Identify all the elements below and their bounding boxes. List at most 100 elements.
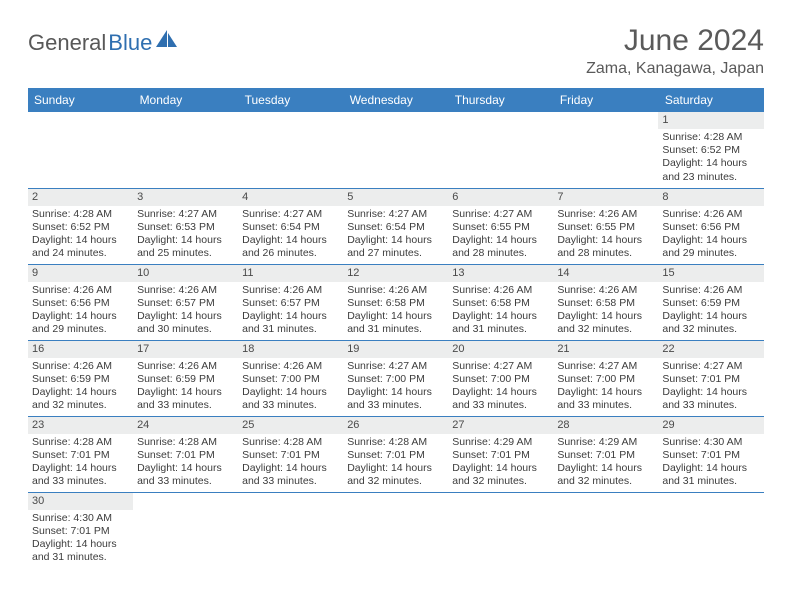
sunrise-text: Sunrise: 4:26 AM <box>557 284 654 297</box>
day-details: Sunrise: 4:26 AMSunset: 6:58 PMDaylight:… <box>448 282 553 340</box>
daylight-text: Daylight: 14 hours <box>452 386 549 399</box>
day-number: 29 <box>658 417 763 434</box>
calendar-day-cell: 2Sunrise: 4:28 AMSunset: 6:52 PMDaylight… <box>28 188 133 264</box>
sunrise-text: Sunrise: 4:26 AM <box>347 284 444 297</box>
sunrise-text: Sunrise: 4:28 AM <box>242 436 339 449</box>
sunrise-text: Sunrise: 4:26 AM <box>452 284 549 297</box>
day-number: 19 <box>343 341 448 358</box>
sunset-text: Sunset: 6:58 PM <box>557 297 654 310</box>
daylight-text: and 33 minutes. <box>557 399 654 412</box>
brand-logo: GeneralBlue <box>28 30 178 56</box>
weekday-header: Monday <box>133 88 238 112</box>
day-details: Sunrise: 4:27 AMSunset: 6:55 PMDaylight:… <box>448 206 553 264</box>
sunset-text: Sunset: 7:01 PM <box>662 373 759 386</box>
sunrise-text: Sunrise: 4:27 AM <box>452 208 549 221</box>
daylight-text: Daylight: 14 hours <box>242 310 339 323</box>
weekday-header: Thursday <box>448 88 553 112</box>
day-number: 18 <box>238 341 343 358</box>
daylight-text: Daylight: 14 hours <box>557 310 654 323</box>
day-number: 21 <box>553 341 658 358</box>
sunset-text: Sunset: 6:57 PM <box>137 297 234 310</box>
calendar-empty-cell <box>658 492 763 568</box>
calendar-day-cell: 20Sunrise: 4:27 AMSunset: 7:00 PMDayligh… <box>448 340 553 416</box>
day-details: Sunrise: 4:27 AMSunset: 7:00 PMDaylight:… <box>343 358 448 416</box>
daylight-text: and 28 minutes. <box>452 247 549 260</box>
day-details: Sunrise: 4:28 AMSunset: 7:01 PMDaylight:… <box>343 434 448 492</box>
weekday-header: Sunday <box>28 88 133 112</box>
daylight-text: Daylight: 14 hours <box>32 538 129 551</box>
sunset-text: Sunset: 6:57 PM <box>242 297 339 310</box>
day-number: 13 <box>448 265 553 282</box>
sunrise-text: Sunrise: 4:26 AM <box>557 208 654 221</box>
daylight-text: and 32 minutes. <box>662 323 759 336</box>
daylight-text: Daylight: 14 hours <box>662 386 759 399</box>
daylight-text: and 25 minutes. <box>137 247 234 260</box>
daylight-text: and 32 minutes. <box>557 475 654 488</box>
day-number: 26 <box>343 417 448 434</box>
daylight-text: Daylight: 14 hours <box>347 234 444 247</box>
sunset-text: Sunset: 6:58 PM <box>347 297 444 310</box>
sail-icon <box>156 30 178 48</box>
day-details: Sunrise: 4:26 AMSunset: 6:58 PMDaylight:… <box>343 282 448 340</box>
daylight-text: and 33 minutes. <box>137 475 234 488</box>
sunset-text: Sunset: 6:59 PM <box>137 373 234 386</box>
calendar-day-cell: 8Sunrise: 4:26 AMSunset: 6:56 PMDaylight… <box>658 188 763 264</box>
sunset-text: Sunset: 7:00 PM <box>557 373 654 386</box>
calendar-day-cell: 30Sunrise: 4:30 AMSunset: 7:01 PMDayligh… <box>28 492 133 568</box>
sunrise-text: Sunrise: 4:28 AM <box>32 208 129 221</box>
day-details: Sunrise: 4:27 AMSunset: 6:54 PMDaylight:… <box>343 206 448 264</box>
weekday-header: Tuesday <box>238 88 343 112</box>
daylight-text: and 23 minutes. <box>662 171 759 184</box>
daylight-text: and 28 minutes. <box>557 247 654 260</box>
day-details: Sunrise: 4:27 AMSunset: 7:00 PMDaylight:… <box>553 358 658 416</box>
day-details: Sunrise: 4:28 AMSunset: 6:52 PMDaylight:… <box>28 206 133 264</box>
day-details: Sunrise: 4:26 AMSunset: 6:59 PMDaylight:… <box>133 358 238 416</box>
calendar-day-cell: 9Sunrise: 4:26 AMSunset: 6:56 PMDaylight… <box>28 264 133 340</box>
sunset-text: Sunset: 7:01 PM <box>557 449 654 462</box>
day-details: Sunrise: 4:29 AMSunset: 7:01 PMDaylight:… <box>553 434 658 492</box>
daylight-text: and 32 minutes. <box>32 399 129 412</box>
calendar-day-cell: 18Sunrise: 4:26 AMSunset: 7:00 PMDayligh… <box>238 340 343 416</box>
daylight-text: and 29 minutes. <box>662 247 759 260</box>
calendar-day-cell: 24Sunrise: 4:28 AMSunset: 7:01 PMDayligh… <box>133 416 238 492</box>
sunset-text: Sunset: 6:54 PM <box>242 221 339 234</box>
daylight-text: Daylight: 14 hours <box>137 310 234 323</box>
sunrise-text: Sunrise: 4:27 AM <box>137 208 234 221</box>
calendar-day-cell: 27Sunrise: 4:29 AMSunset: 7:01 PMDayligh… <box>448 416 553 492</box>
calendar-day-cell: 22Sunrise: 4:27 AMSunset: 7:01 PMDayligh… <box>658 340 763 416</box>
calendar-day-cell: 28Sunrise: 4:29 AMSunset: 7:01 PMDayligh… <box>553 416 658 492</box>
sunset-text: Sunset: 7:01 PM <box>347 449 444 462</box>
day-number: 15 <box>658 265 763 282</box>
daylight-text: Daylight: 14 hours <box>137 462 234 475</box>
day-details: Sunrise: 4:26 AMSunset: 6:55 PMDaylight:… <box>553 206 658 264</box>
calendar-week-row: 9Sunrise: 4:26 AMSunset: 6:56 PMDaylight… <box>28 264 764 340</box>
daylight-text: and 31 minutes. <box>242 323 339 336</box>
daylight-text: Daylight: 14 hours <box>662 157 759 170</box>
sunset-text: Sunset: 6:56 PM <box>662 221 759 234</box>
day-number: 24 <box>133 417 238 434</box>
sunset-text: Sunset: 6:52 PM <box>662 144 759 157</box>
daylight-text: and 29 minutes. <box>32 323 129 336</box>
day-details: Sunrise: 4:26 AMSunset: 6:57 PMDaylight:… <box>238 282 343 340</box>
calendar-empty-cell <box>343 112 448 188</box>
daylight-text: Daylight: 14 hours <box>137 234 234 247</box>
day-details: Sunrise: 4:26 AMSunset: 6:58 PMDaylight:… <box>553 282 658 340</box>
sunrise-text: Sunrise: 4:26 AM <box>32 360 129 373</box>
calendar-day-cell: 29Sunrise: 4:30 AMSunset: 7:01 PMDayligh… <box>658 416 763 492</box>
sunrise-text: Sunrise: 4:27 AM <box>347 208 444 221</box>
sunset-text: Sunset: 7:00 PM <box>242 373 339 386</box>
day-details: Sunrise: 4:30 AMSunset: 7:01 PMDaylight:… <box>28 510 133 568</box>
calendar-day-cell: 13Sunrise: 4:26 AMSunset: 6:58 PMDayligh… <box>448 264 553 340</box>
day-details: Sunrise: 4:26 AMSunset: 6:56 PMDaylight:… <box>658 206 763 264</box>
sunset-text: Sunset: 6:56 PM <box>32 297 129 310</box>
sunset-text: Sunset: 7:00 PM <box>452 373 549 386</box>
sunset-text: Sunset: 6:58 PM <box>452 297 549 310</box>
day-details: Sunrise: 4:26 AMSunset: 6:56 PMDaylight:… <box>28 282 133 340</box>
calendar-empty-cell <box>238 112 343 188</box>
daylight-text: and 26 minutes. <box>242 247 339 260</box>
day-number: 9 <box>28 265 133 282</box>
daylight-text: Daylight: 14 hours <box>347 462 444 475</box>
calendar-empty-cell <box>448 112 553 188</box>
daylight-text: and 33 minutes. <box>452 399 549 412</box>
calendar-day-cell: 3Sunrise: 4:27 AMSunset: 6:53 PMDaylight… <box>133 188 238 264</box>
